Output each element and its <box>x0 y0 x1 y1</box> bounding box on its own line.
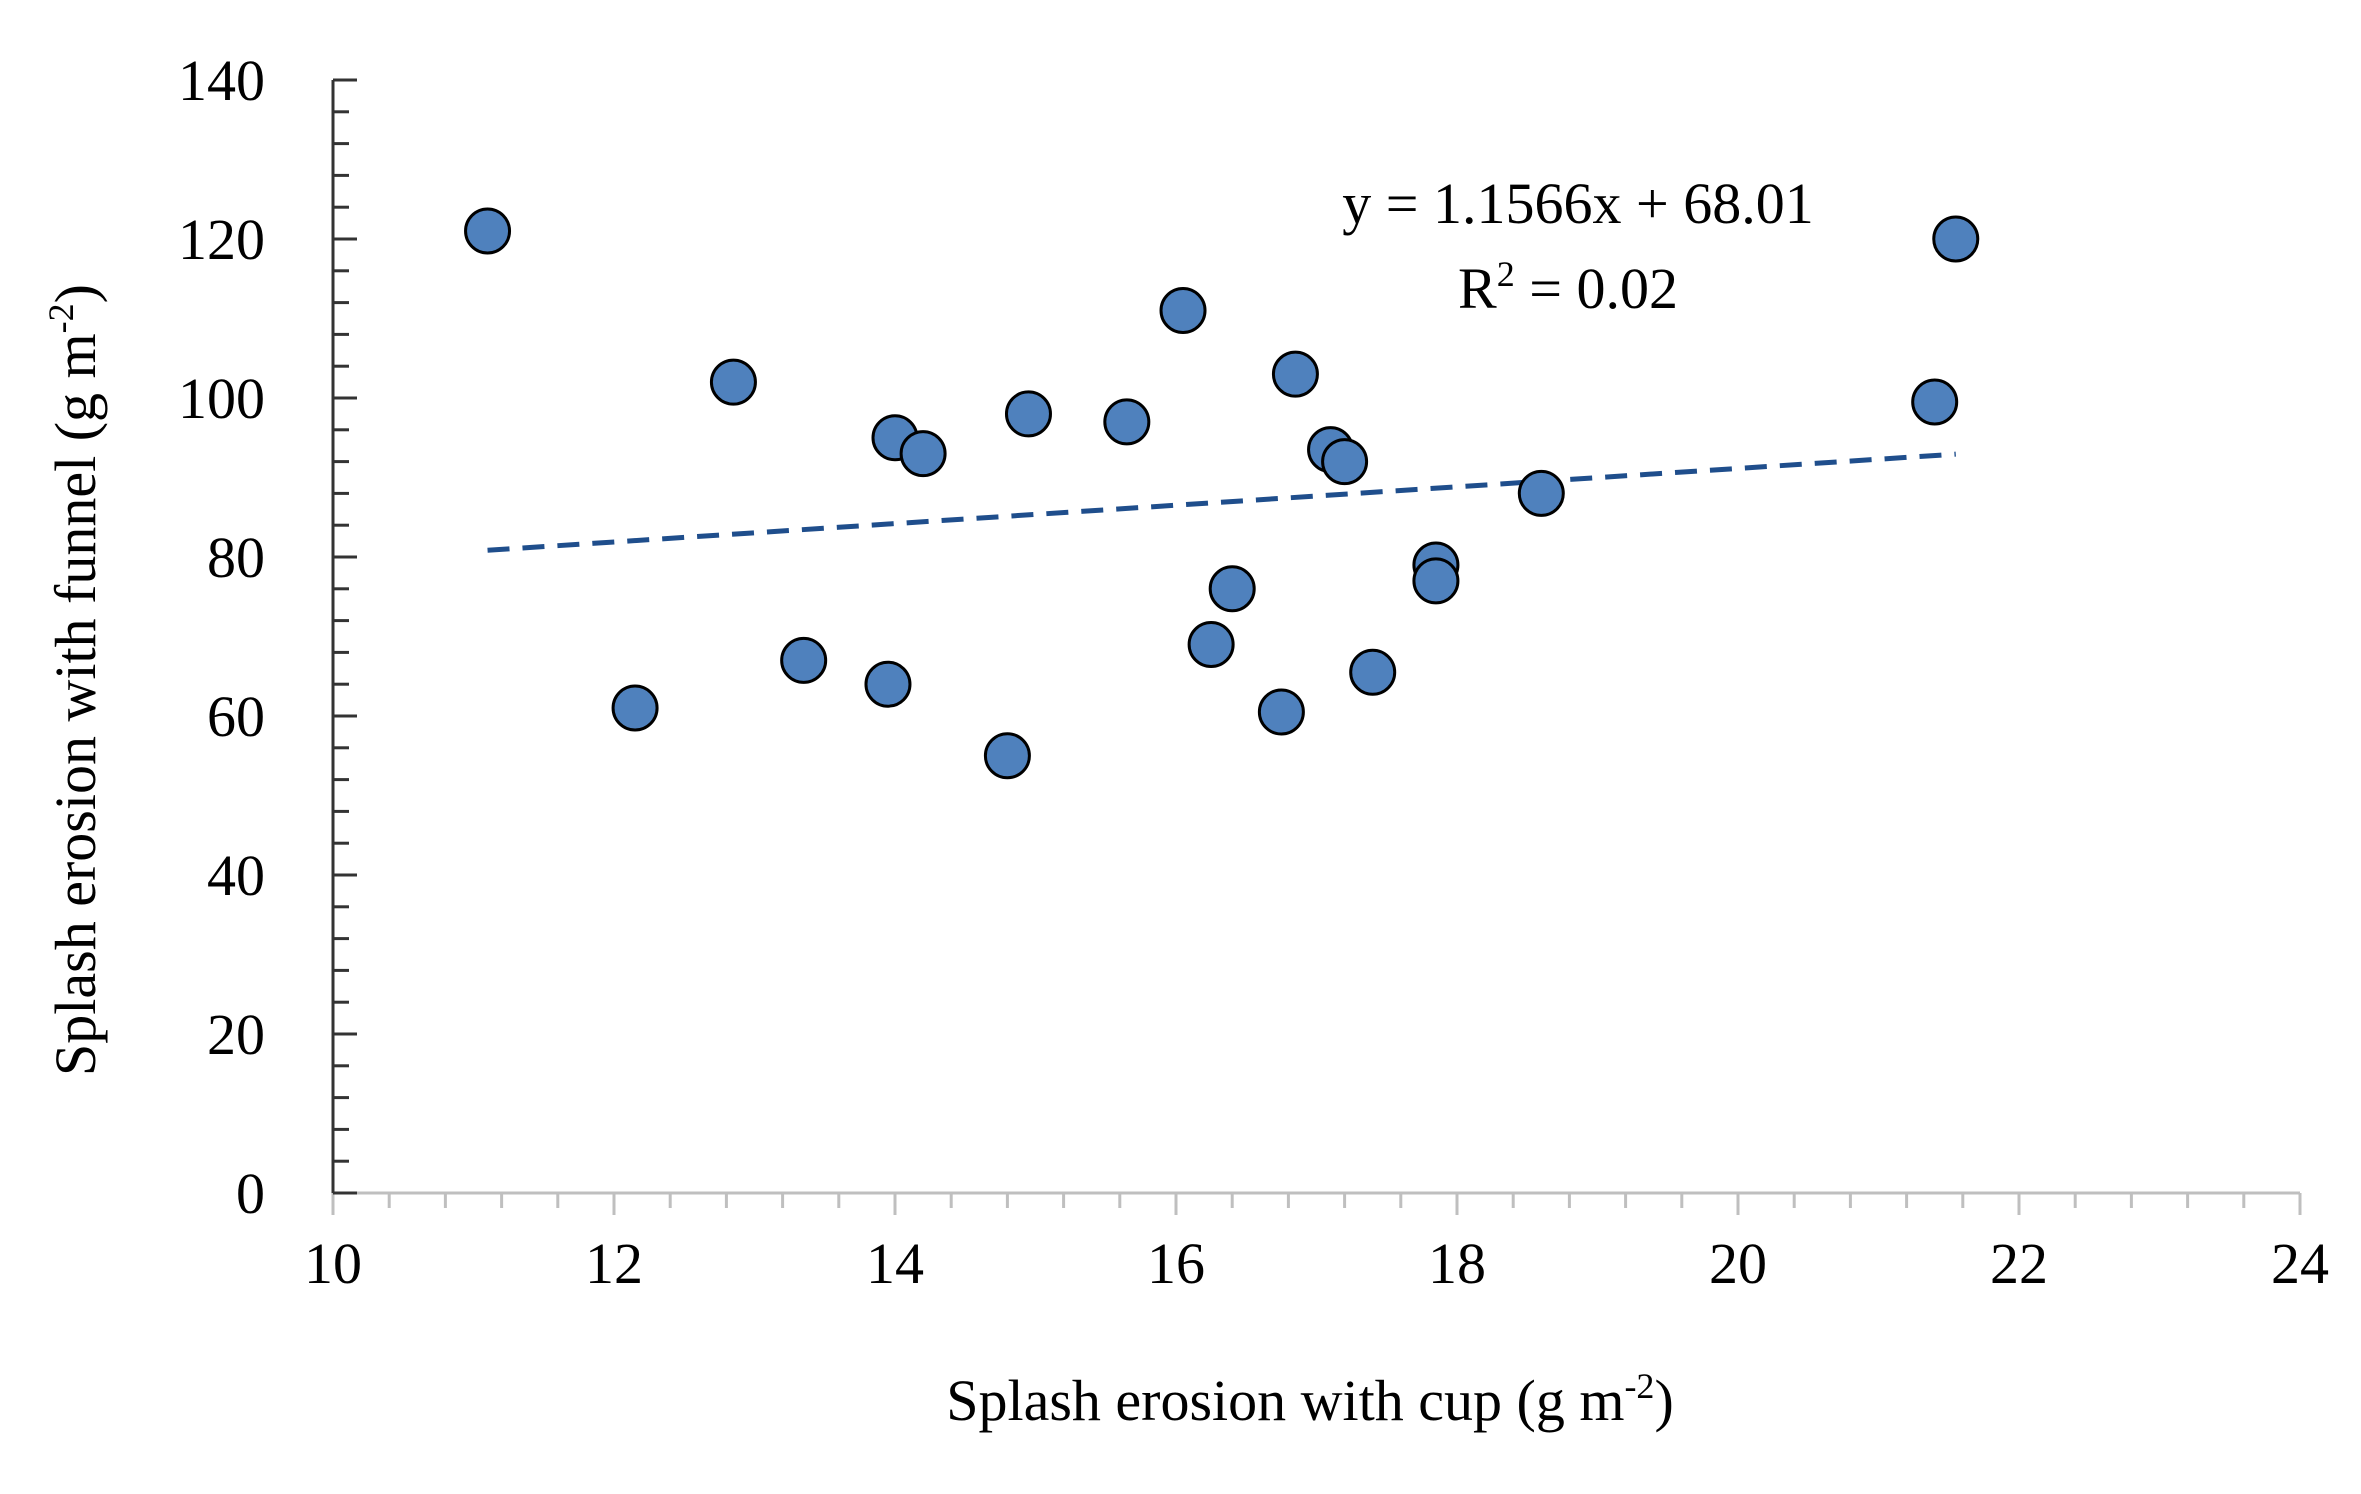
data-point <box>464 207 512 255</box>
y-tick-label: 140 <box>178 48 265 113</box>
x-axis-title: Splash erosion with cup (g m-2) <box>946 1366 1674 1433</box>
x-axis-ticks <box>331 1193 2302 1215</box>
y-tick-label: 100 <box>178 366 265 431</box>
r-squared-prefix: R <box>1458 256 1497 321</box>
y-axis-title-superscript: -2 <box>41 303 81 333</box>
x-tick-label: 10 <box>304 1231 362 1296</box>
x-tick-label: 20 <box>1709 1231 1767 1296</box>
axes: 10 12 14 16 18 20 22 24 0 20 40 60 80 100 120 140 <box>178 48 2329 1296</box>
x-axis-tick-labels: 10 12 14 16 18 20 22 24 <box>304 1231 2329 1296</box>
data-point <box>1004 390 1052 438</box>
data-point <box>1932 215 1980 263</box>
trendline <box>487 451 1956 553</box>
x-tick-label: 14 <box>866 1231 924 1296</box>
y-tick-label: 40 <box>207 843 265 908</box>
data-point <box>983 732 1031 780</box>
data-point <box>1517 469 1565 517</box>
y-axis-title-text: Splash erosion with funnel (g m <box>43 333 108 1076</box>
data-point <box>1321 438 1369 486</box>
data-point <box>1257 688 1305 736</box>
x-tick-label: 22 <box>1990 1231 2048 1296</box>
x-axis-title-text: Splash erosion with cup (g m <box>946 1368 1624 1433</box>
trendline-equation: y = 1.1566x + 68.01 <box>1342 171 1813 236</box>
data-point <box>1103 398 1151 446</box>
x-tick-label: 12 <box>585 1231 643 1296</box>
data-point <box>1349 648 1397 696</box>
y-tick-label: 80 <box>207 525 265 590</box>
data-point <box>864 660 912 708</box>
r-squared-label: R2 = 0.02 <box>1458 254 1678 321</box>
data-point <box>899 430 947 478</box>
x-tick-label: 18 <box>1428 1231 1486 1296</box>
data-point <box>1208 565 1256 613</box>
y-axis-ticks <box>333 78 357 1195</box>
y-tick-label: 0 <box>236 1161 265 1226</box>
y-tick-label: 20 <box>207 1002 265 1067</box>
x-tick-label: 16 <box>1147 1231 1205 1296</box>
y-axis-title-end: ) <box>43 284 108 303</box>
y-axis-tick-labels: 0 20 40 60 80 100 120 140 <box>178 48 265 1226</box>
y-tick-label: 120 <box>178 207 265 272</box>
data-point <box>709 358 757 406</box>
r-squared-value: = 0.02 <box>1515 256 1678 321</box>
data-points <box>464 207 1980 780</box>
x-tick-label: 24 <box>2271 1231 2329 1296</box>
x-axis-title-end: ) <box>1654 1368 1673 1433</box>
data-point <box>1159 287 1207 335</box>
data-point <box>611 684 659 732</box>
data-point <box>1187 620 1235 668</box>
data-point <box>1271 350 1319 398</box>
y-tick-label: 60 <box>207 684 265 749</box>
y-axis-title: Splash erosion with funnel (g m-2) <box>41 284 108 1076</box>
data-point <box>1911 378 1959 426</box>
r-squared-superscript: 2 <box>1497 254 1515 294</box>
x-axis-title-superscript: -2 <box>1624 1366 1654 1406</box>
data-point <box>1412 557 1460 605</box>
data-point <box>780 636 828 684</box>
